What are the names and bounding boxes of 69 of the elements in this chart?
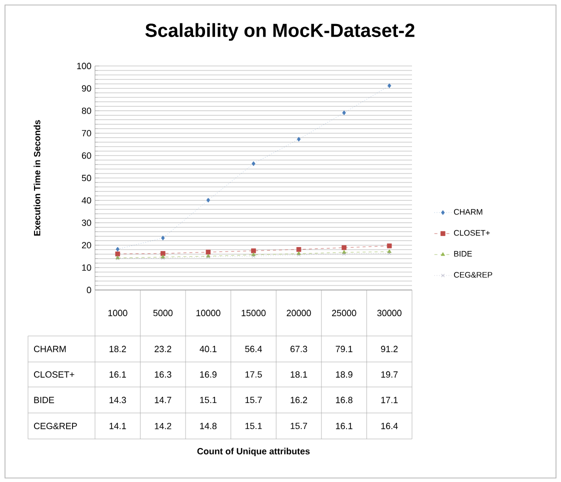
point xyxy=(388,83,392,88)
text: BIDE xyxy=(34,396,54,404)
data-label: 14.8 xyxy=(200,422,217,430)
y-tick-label: 70 xyxy=(82,130,92,136)
text: Count of Unique attributes xyxy=(197,448,310,456)
point xyxy=(160,251,166,256)
y-axis-title: Execution Time in Seconds xyxy=(34,120,40,236)
data-label: 16.9 xyxy=(200,371,217,378)
data-label: 14.7 xyxy=(154,396,172,404)
point xyxy=(342,110,346,116)
point xyxy=(251,248,256,254)
data-label: 18.2 xyxy=(110,346,126,352)
point xyxy=(386,243,392,248)
y-tick-label: 100 xyxy=(77,62,92,70)
y-tick-label: 10 xyxy=(82,264,92,271)
data-label: 16.3 xyxy=(154,371,172,378)
text: CHARM xyxy=(34,346,66,352)
y-tick-label: 0 xyxy=(86,286,92,294)
data-label: 79.1 xyxy=(336,346,352,352)
data-label: 14.2 xyxy=(154,422,172,430)
data-label: 17.5 xyxy=(245,371,262,378)
data-label: 16.1 xyxy=(110,371,126,378)
data-label: 23.2 xyxy=(154,346,172,352)
x-tick-label: 5000 xyxy=(153,310,173,316)
x-tick-label: 20000 xyxy=(286,310,311,316)
data-label: 15.7 xyxy=(245,396,262,404)
data-label: 14.1 xyxy=(110,422,126,430)
chart-title: Scalability on MocK-Dataset-2 xyxy=(145,23,414,41)
y-tick-label: 80 xyxy=(82,108,92,114)
text: CEG&REP xyxy=(34,422,77,430)
x-tick-label: 10000 xyxy=(196,310,220,316)
y-tick-label: 40 xyxy=(82,197,92,204)
point xyxy=(388,252,392,255)
data-label: 15.1 xyxy=(200,396,217,404)
data-label: 15.7 xyxy=(290,422,308,430)
point xyxy=(252,161,256,166)
y-tick-label: 90 xyxy=(82,85,92,92)
data-label: 91.2 xyxy=(381,346,398,352)
x-tick-label: 30000 xyxy=(377,310,402,316)
y-tick-label: 50 xyxy=(82,174,92,182)
data-label: 56.4 xyxy=(245,346,262,352)
point xyxy=(116,246,120,252)
point xyxy=(206,250,211,255)
x-tick-label: 15000 xyxy=(242,310,266,316)
point xyxy=(296,247,302,252)
data-label: 14.3 xyxy=(110,396,126,404)
data-label: 16.2 xyxy=(290,396,308,404)
data-label: 16.4 xyxy=(381,422,398,430)
y-tick-label: 60 xyxy=(82,152,92,159)
data-label: 18.9 xyxy=(336,371,352,378)
data-label: 18.1 xyxy=(290,371,308,378)
point xyxy=(342,245,346,250)
data-label: 17.1 xyxy=(381,396,398,404)
data-label: 15.1 xyxy=(245,422,262,430)
data-label: 40.1 xyxy=(200,346,217,352)
point xyxy=(296,136,301,142)
y-tick-label: 30 xyxy=(82,220,92,226)
y-tick-label: 20 xyxy=(82,242,92,248)
data-label: 19.7 xyxy=(381,371,398,378)
point xyxy=(161,236,165,240)
data-label: 16.1 xyxy=(336,422,352,430)
point xyxy=(115,252,120,256)
x-tick-label: 25000 xyxy=(332,310,356,316)
text: CLOSET+ xyxy=(34,371,74,378)
data-label: 67.3 xyxy=(290,346,308,352)
point xyxy=(206,198,210,203)
x-tick-label: 1000 xyxy=(108,310,128,316)
point xyxy=(342,252,346,256)
data-label: 16.8 xyxy=(336,396,352,404)
